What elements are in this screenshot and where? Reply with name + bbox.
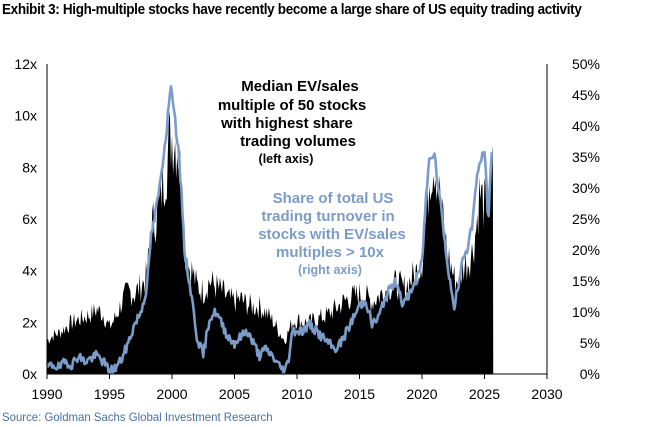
ev-sales-annotation: Median EV/sales multiple of 50 stocks wi… xyxy=(218,78,366,166)
right-tick-label: 50% xyxy=(572,56,600,72)
left-tick-label: 8x xyxy=(22,159,37,175)
x-tick-label: 2015 xyxy=(344,386,375,402)
left-tick-label: 0x xyxy=(22,366,37,382)
x-tick-label: 2025 xyxy=(469,386,500,402)
left-tick-label: 2x xyxy=(22,314,37,330)
ev-sales-annotation-line-1: Median EV/sales xyxy=(241,78,359,95)
x-tick-label: 1995 xyxy=(94,386,125,402)
ev-sales-annotation-axis: (left axis) xyxy=(259,152,314,166)
left-tick-label: 6x xyxy=(22,211,37,227)
x-tick-label: 2020 xyxy=(406,386,437,402)
x-tick-label: 2010 xyxy=(281,386,312,402)
left-tick-label: 10x xyxy=(14,108,37,124)
x-tick-label: 2030 xyxy=(531,386,562,402)
x-tick-label: 2005 xyxy=(219,386,250,402)
share-line xyxy=(45,85,494,376)
share-annotation: Share of total US trading turnover in st… xyxy=(258,190,406,277)
right-tick-label: 20% xyxy=(572,242,600,258)
ev-sales-annotation-line-3: with highest share xyxy=(220,115,353,132)
right-tick-label: 40% xyxy=(572,118,600,134)
right-tick-label: 35% xyxy=(572,149,600,165)
left-tick-label: 4x xyxy=(22,263,37,279)
ev-sales-annotation-line-4: trading volumes xyxy=(240,133,356,150)
right-tick-label: 25% xyxy=(572,211,600,227)
right-tick-label: 45% xyxy=(572,87,600,103)
ev-sales-annotation-line-2: multiple of 50 stocks xyxy=(218,97,366,114)
share-annotation-line-4: multiples > 10x xyxy=(276,244,385,261)
x-tick-label: 1990 xyxy=(31,386,62,402)
share-annotation-line-2: trading turnover in xyxy=(261,208,394,225)
right-tick-label: 0% xyxy=(580,366,600,382)
left-axis-ticks: 0x 2x 4x 6x 8x 10x 12x xyxy=(14,56,37,382)
x-axis-ticks: 1990 1995 2000 2005 2010 2015 2020 2025 2030 xyxy=(31,386,562,402)
source-note: Source: Goldman Sachs Global Investment … xyxy=(2,410,273,424)
x-tick-label: 2000 xyxy=(156,386,187,402)
right-tick-label: 30% xyxy=(572,180,600,196)
chart-title: Exhibit 3: High-multiple stocks have rec… xyxy=(2,2,582,18)
right-axis-ticks: 0% 5% 10% 15% 20% 25% 30% 35% 40% 45% 50% xyxy=(572,56,600,382)
right-tick-label: 5% xyxy=(580,335,600,351)
left-tick-label: 12x xyxy=(14,56,37,72)
share-annotation-line-3: stocks with EV/sales xyxy=(258,226,406,243)
x-axis-tick-marks xyxy=(46,374,548,379)
right-tick-label: 15% xyxy=(572,273,600,289)
share-annotation-line-1: Share of total US xyxy=(273,190,394,207)
share-annotation-axis: (right axis) xyxy=(298,263,362,277)
right-tick-label: 10% xyxy=(572,304,600,320)
plot-area xyxy=(45,85,494,376)
